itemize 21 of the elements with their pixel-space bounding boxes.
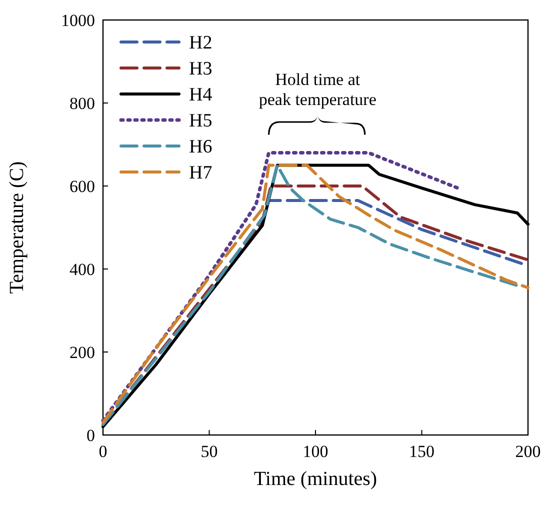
legend-label: H2: [189, 32, 212, 54]
y-tick-label: 0: [86, 426, 95, 445]
legend-label: H5: [189, 110, 212, 132]
y-tick-label: 800: [70, 94, 95, 113]
y-tick-label: 200: [70, 342, 95, 362]
legend-label: H6: [189, 136, 212, 158]
x-axis-title: Time (minutes): [254, 468, 378, 490]
y-axis-title: Temperature (C): [6, 161, 28, 294]
x-tick-label: 100: [302, 442, 328, 461]
y-tick-label: 600: [70, 176, 95, 196]
y-tick-label: 400: [70, 260, 95, 279]
annotation: Hold time at peak temperature: [258, 70, 376, 110]
x-tick-label: 200: [515, 442, 541, 461]
legend-label: H7: [189, 162, 212, 184]
x-tick-label: 0: [98, 442, 108, 461]
legend-label: H3: [189, 58, 212, 80]
legend-label: H4: [189, 84, 213, 106]
line-series: [101, 151, 460, 422]
y-tick-label: 1000: [61, 10, 95, 30]
x-tick-label: 50: [200, 442, 218, 461]
x-tick-label: 150: [409, 442, 434, 461]
